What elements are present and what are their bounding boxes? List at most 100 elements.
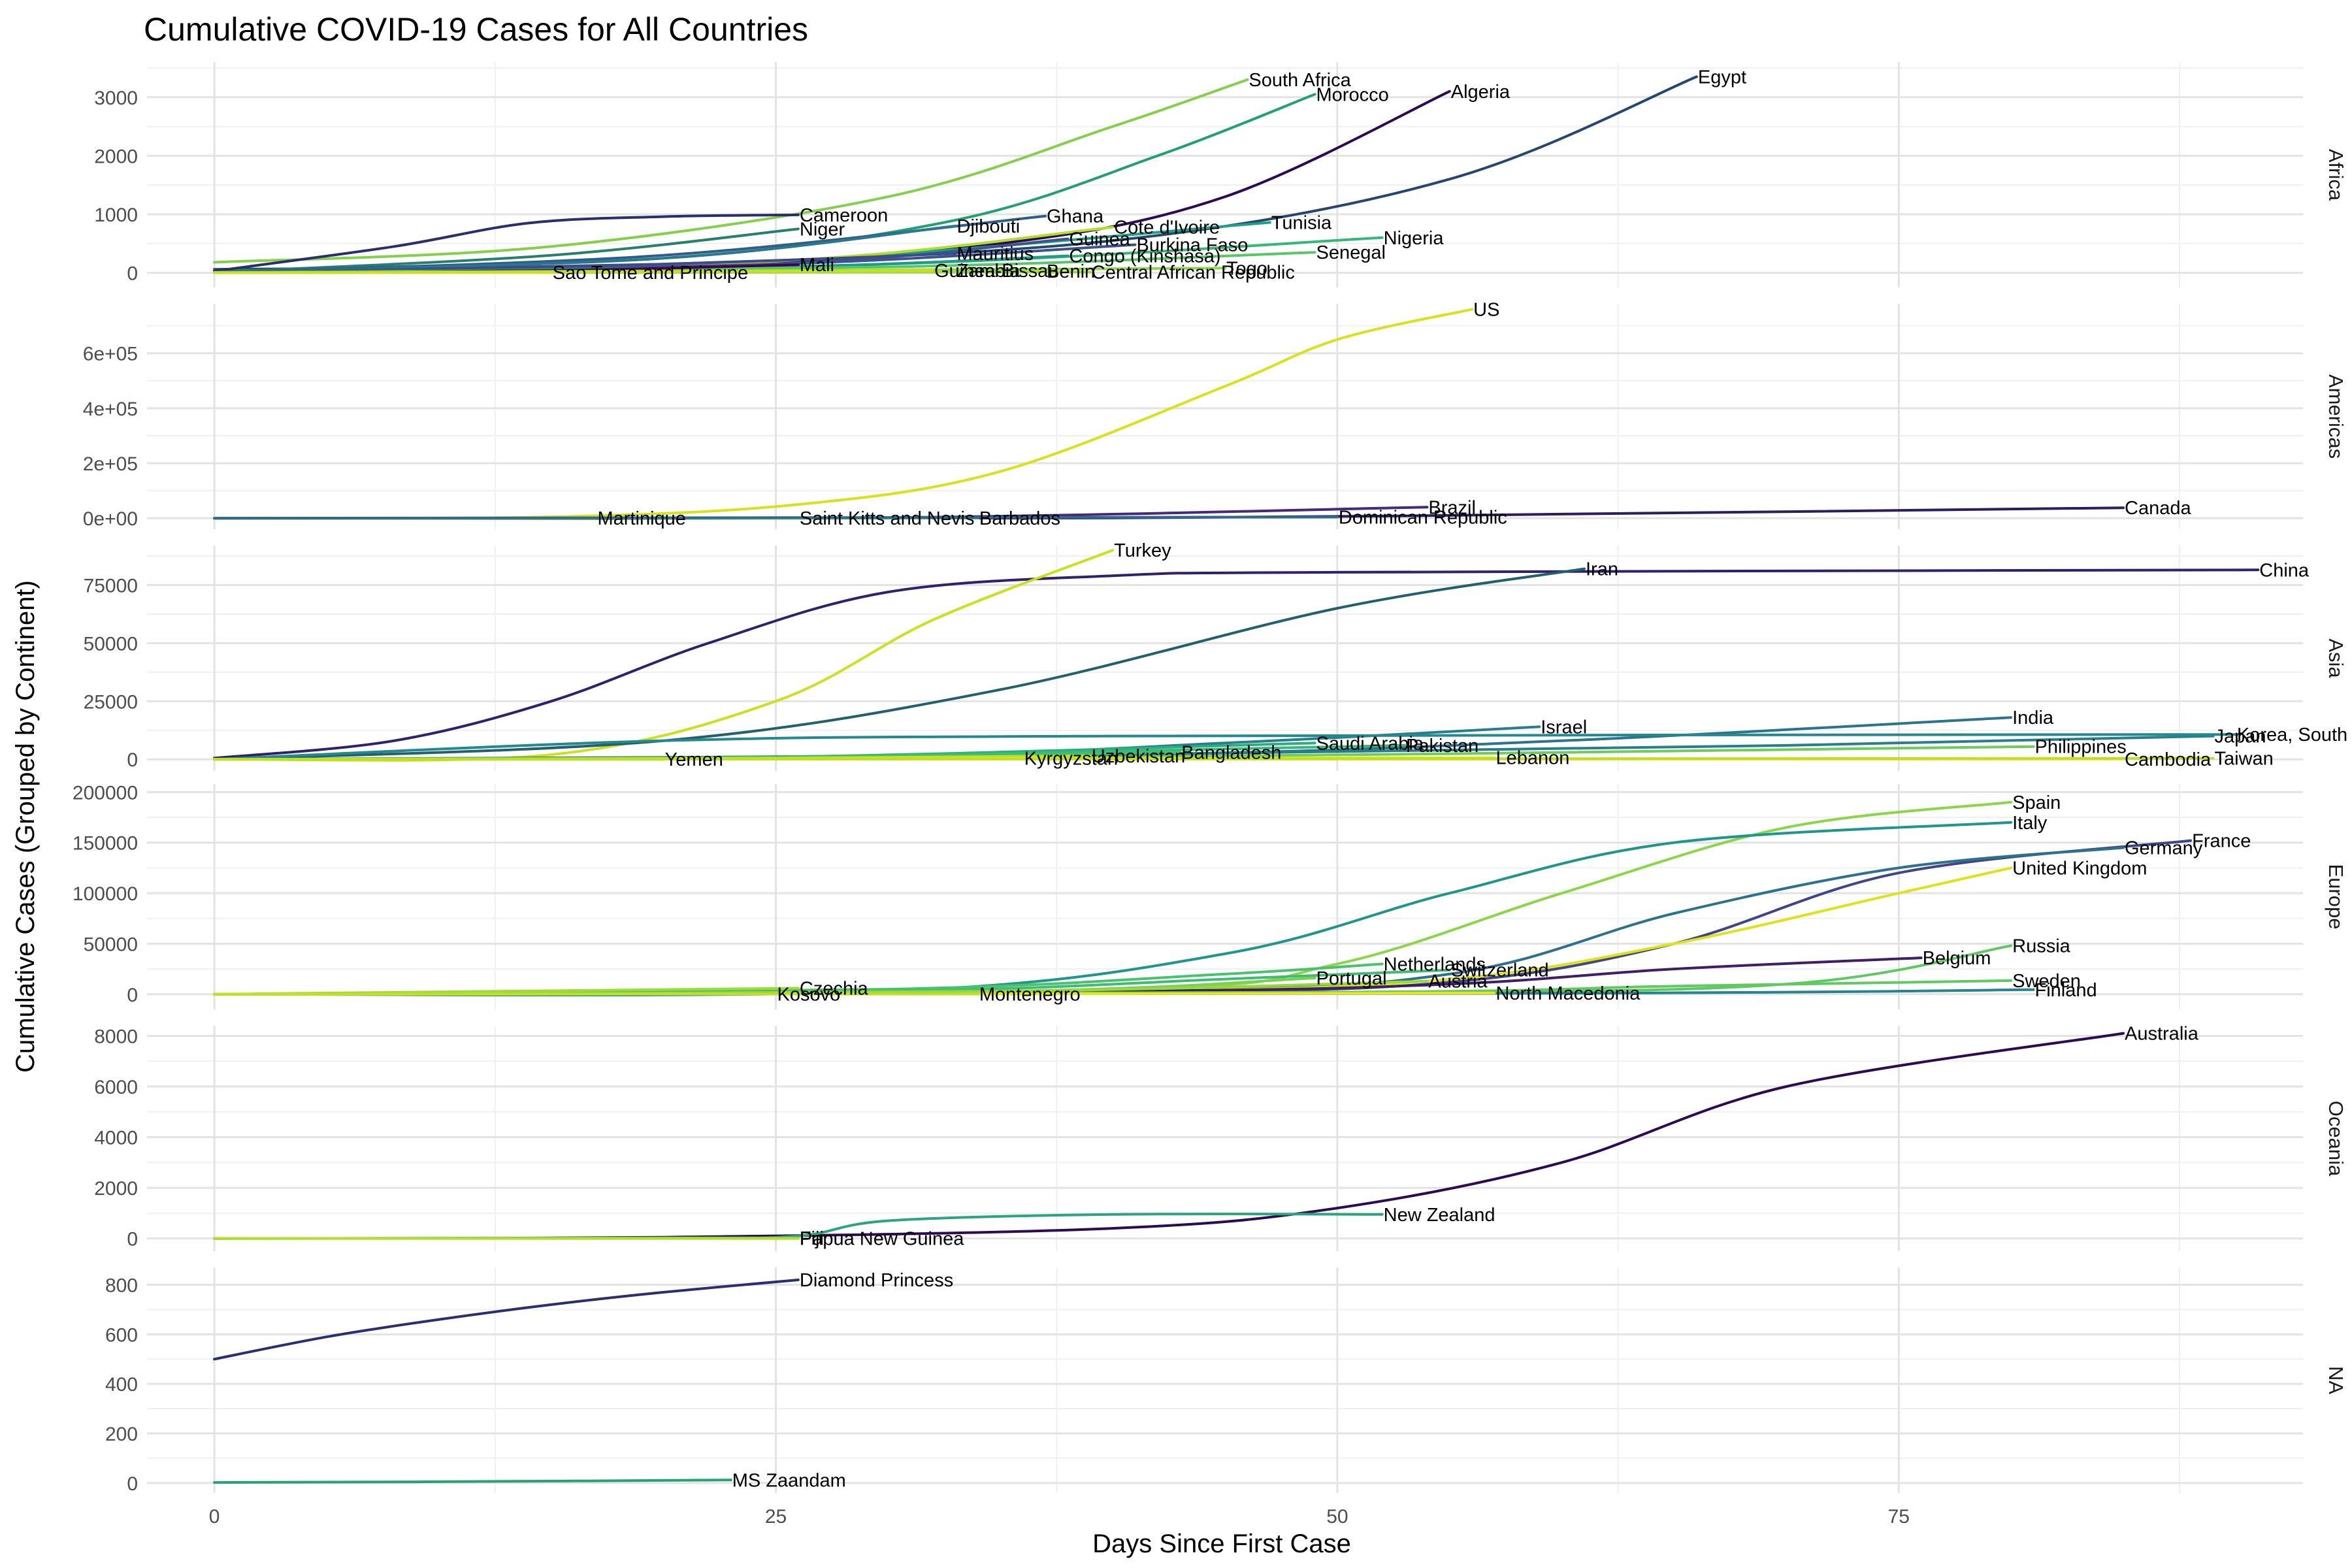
series-end-label: Dominican Republic [1339, 507, 1507, 528]
y-tick-label: 0 [127, 749, 138, 771]
facet-africa: 0 1000 2000 3000 Africa Egypt Algeria South Afr… [94, 62, 2347, 287]
facet-americas: 0e+00 2e+05 4e+05 6e+05 Americas US Brazil Cana… [83, 299, 2347, 530]
y-tick-label: 75000 [84, 575, 138, 596]
y-tick-label: 0 [127, 263, 138, 285]
y-tick-label: 4000 [94, 1128, 138, 1149]
series-end-label: Algeria [1451, 82, 1511, 103]
series-end-label: Congo (Kinshasa) [1069, 246, 1220, 267]
series-end-label: Uzbekistan [1092, 746, 1185, 767]
series-end-label: Spain [2012, 792, 2061, 813]
series-line [213, 213, 800, 272]
series-end-label: Iran [1586, 559, 1618, 580]
series-end-label: Martinique [598, 508, 686, 529]
series-line [213, 757, 2215, 761]
series-line [213, 1279, 800, 1361]
series-end-label: MS Zaandam [732, 1470, 846, 1491]
y-tick-label: 100000 [73, 883, 138, 905]
series-end-label: Brazil [1428, 497, 1476, 518]
facet-europe: 0 50000 100000 150000 200000 Europe SpainItaly… [73, 782, 2347, 1009]
y-tick-label: 200 [105, 1424, 138, 1445]
x-axis-title: Days Since First Case [1092, 1529, 1351, 1558]
series-end-label: Saudi Arabia [1316, 733, 1424, 754]
y-tick-label: 2e+05 [83, 453, 138, 475]
x-tick-label: 25 [765, 1506, 787, 1527]
y-tick-label: 600 [105, 1324, 138, 1346]
series-end-label: Kyrgyzstan [1024, 748, 1118, 769]
y-tick-label: 0 [127, 985, 138, 1006]
series-end-label: Togo [1226, 258, 1267, 279]
series-end-label: US [1473, 299, 1499, 320]
series-end-label: Canada [2125, 498, 2191, 519]
series-end-label: Papua New Guinea [800, 1229, 964, 1250]
facet-strip-label: Africa [2325, 149, 2347, 201]
series-line [213, 1032, 2125, 1240]
y-tick-label: 0 [127, 1473, 138, 1495]
series-end-label: Yemen [665, 749, 723, 770]
facet-oceania: 0 2000 4000 6000 8000 Oceania Australia New Zea… [94, 1024, 2347, 1251]
series-line [213, 308, 1474, 520]
y-tick-label: 3000 [94, 88, 138, 109]
series-end-label: Portugal [1316, 968, 1387, 989]
facet-strip-label: Americas [2325, 374, 2347, 459]
y-tick-label: 8000 [94, 1026, 138, 1048]
series-end-label: Fiji [800, 1228, 824, 1249]
series-end-label: Turkey [1114, 540, 1171, 561]
series-end-label: Tunisia [1271, 213, 1332, 234]
series-line [213, 733, 2237, 761]
series-end-label: Czechia [800, 979, 869, 1000]
series-end-label: Guinea-Bissau [934, 261, 1058, 282]
y-tick-label: 150000 [73, 833, 138, 855]
facet-strip-label: Asia [2325, 638, 2347, 678]
facet-asia: 0 25000 50000 75000 Asia China Turkey Iran India… [84, 540, 2348, 771]
series-end-label: Barbados [979, 508, 1060, 529]
series-end-label: Morocco [1316, 84, 1389, 105]
series-end-label: Switzerland [1451, 960, 1549, 981]
facet-na: 0 200 400 600 800 NA Diamond Princess MS Zaanda… [105, 1267, 2347, 1495]
series-end-label: Belgium [1923, 948, 1991, 969]
series-end-label: Russia [2012, 936, 2071, 957]
y-tick-label: 1000 [94, 204, 138, 226]
series-line [213, 944, 2013, 996]
series-line [213, 567, 1586, 761]
y-tick-label: 2000 [94, 146, 138, 167]
y-tick-label: 50000 [84, 633, 138, 655]
x-tick-label: 50 [1326, 1506, 1348, 1527]
series-end-label: Benin [1047, 261, 1095, 282]
series-end-label: Cameroon [800, 205, 888, 226]
series-end-label: United Kingdom [2012, 858, 2147, 879]
series-end-label: Australia [2125, 1024, 2199, 1045]
series-end-label: China [2259, 560, 2310, 581]
y-tick-label: 50000 [84, 934, 138, 955]
y-tick-label: 2000 [94, 1178, 138, 1200]
series-line [213, 866, 2013, 996]
facet-strip-label: Europe [2325, 864, 2347, 930]
series-end-label: Japan [2215, 727, 2266, 747]
series-end-label: India [2012, 708, 2054, 728]
series-end-label: Cambodia [2125, 749, 2212, 770]
y-tick-label: 800 [105, 1275, 138, 1297]
y-tick-label: 4e+05 [83, 399, 138, 420]
y-tick-label: 400 [105, 1374, 138, 1396]
series-line [213, 1213, 1384, 1240]
y-tick-label: 6e+05 [83, 344, 138, 365]
series-end-label: Diamond Princess [800, 1270, 953, 1291]
x-tick-label: 0 [209, 1506, 220, 1527]
y-tick-label: 0e+00 [83, 508, 138, 530]
series-end-label: Cote d'Ivoire [1114, 218, 1220, 238]
y-tick-label: 25000 [84, 691, 138, 713]
series-end-label: Sweden [2012, 971, 2081, 992]
series-end-label: Philippines [2035, 737, 2127, 758]
series-end-label: Central African Republic [1092, 263, 1295, 284]
series-line [213, 1478, 732, 1484]
series-end-label: Mali [800, 255, 834, 276]
series-end-label: Mauritius [957, 244, 1034, 265]
series-end-label: Niger [800, 219, 845, 240]
series-end-label: Germany [2125, 838, 2203, 858]
series-end-label: Pakistan [1406, 736, 1478, 757]
facet-strip-label: Oceania [2325, 1101, 2347, 1177]
series-end-label: France [2192, 831, 2251, 852]
series-end-label: Finland [2035, 980, 2097, 1001]
